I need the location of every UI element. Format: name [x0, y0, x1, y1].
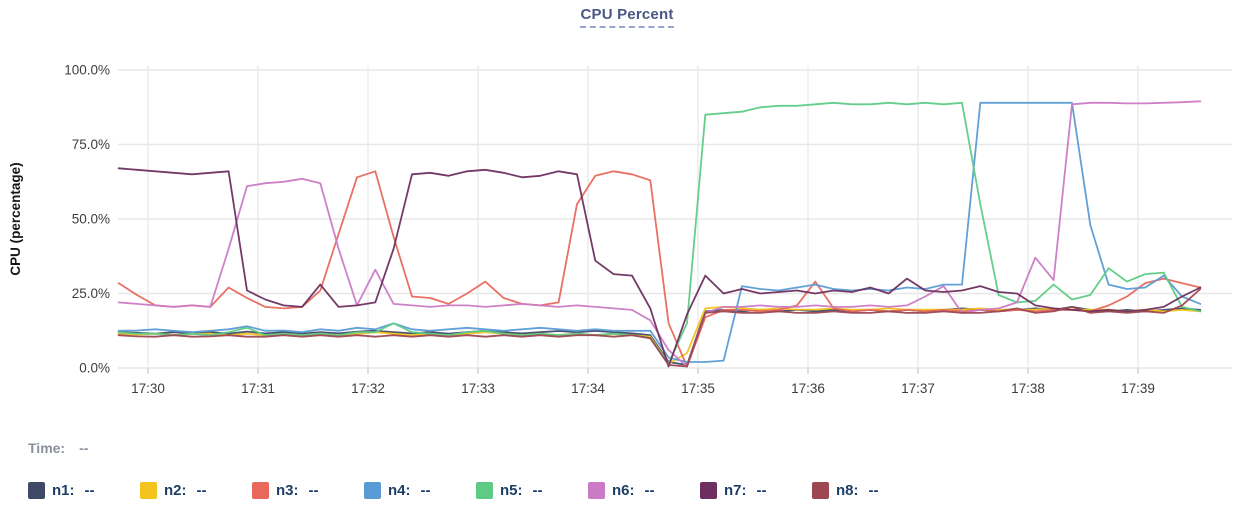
- legend-item-n1[interactable]: n1: --: [28, 482, 140, 499]
- legend-value: --: [868, 482, 879, 499]
- legend-swatch-icon: [476, 482, 493, 499]
- legend-swatch-icon: [28, 482, 45, 499]
- legend-item-n6[interactable]: n6: --: [588, 482, 700, 499]
- legend-label: n4:: [388, 482, 411, 499]
- cpu-percent-chart[interactable]: 100.0% 75.0% 50.0% 25.0% 0.0% 17:30 17:31 17:32…: [0, 0, 1254, 430]
- x-tick-label: 17:35: [681, 381, 715, 396]
- series-line-n8: [117, 288, 1202, 368]
- y-axis-title: CPU (percentage): [8, 162, 23, 275]
- legend-label: n5:: [500, 482, 523, 499]
- series-line-n7: [117, 167, 1202, 368]
- x-tick-label: 17:36: [791, 381, 825, 396]
- legend-label: n7:: [724, 482, 747, 499]
- series-line-n5: [117, 101, 1202, 365]
- legend-item-n8[interactable]: n8: --: [812, 482, 924, 499]
- legend-swatch-icon: [252, 482, 269, 499]
- legend-item-n7[interactable]: n7: --: [700, 482, 812, 499]
- legend-label: n1:: [52, 482, 75, 499]
- legend-label: n6:: [612, 482, 635, 499]
- x-tick-label: 17:37: [901, 381, 935, 396]
- legend-value: --: [196, 482, 207, 499]
- chart-title: CPU Percent: [580, 6, 674, 28]
- x-tick-label: 17:39: [1121, 381, 1155, 396]
- x-tick-label: 17:30: [131, 381, 165, 396]
- time-value: --: [79, 440, 89, 456]
- legend-value: --: [84, 482, 95, 499]
- y-tick-label: 50.0%: [72, 212, 110, 227]
- legend-swatch-icon: [588, 482, 605, 499]
- legend-swatch-icon: [140, 482, 157, 499]
- series-line-n6: [117, 100, 1202, 368]
- legend-label: n2:: [164, 482, 187, 499]
- x-tick-label: 17:32: [351, 381, 385, 396]
- chart-title-wrap: CPU Percent: [0, 6, 1254, 28]
- legend-item-n2[interactable]: n2: --: [140, 482, 252, 499]
- y-tick-label: 75.0%: [72, 137, 110, 152]
- legend-item-n4[interactable]: n4: --: [364, 482, 476, 499]
- series-legend: n1: -- n2: -- n3: -- n4: -- n5: -- n6: -- n7: -- n8: --: [28, 482, 924, 499]
- series-line-n4: [117, 101, 1202, 363]
- legend-item-n5[interactable]: n5: --: [476, 482, 588, 499]
- legend-value: --: [420, 482, 431, 499]
- legend-value: --: [756, 482, 767, 499]
- legend-item-n3[interactable]: n3: --: [252, 482, 364, 499]
- legend-value: --: [532, 482, 543, 499]
- legend-label: n3:: [276, 482, 299, 499]
- x-tick-label: 17:34: [571, 381, 605, 396]
- time-label: Time:: [28, 440, 66, 456]
- y-tick-label: 0.0%: [79, 361, 110, 376]
- x-tick-label: 17:31: [241, 381, 275, 396]
- legend-swatch-icon: [700, 482, 717, 499]
- x-tick-label: 17:33: [461, 381, 495, 396]
- y-tick-label: 100.0%: [64, 63, 110, 78]
- y-tick-label: 25.0%: [72, 286, 110, 301]
- legend-swatch-icon: [812, 482, 829, 499]
- legend-value: --: [644, 482, 655, 499]
- legend-label: n8:: [836, 482, 859, 499]
- legend-swatch-icon: [364, 482, 381, 499]
- x-tick-label: 17:38: [1011, 381, 1045, 396]
- hover-time-readout: Time: --: [28, 440, 88, 456]
- legend-value: --: [308, 482, 319, 499]
